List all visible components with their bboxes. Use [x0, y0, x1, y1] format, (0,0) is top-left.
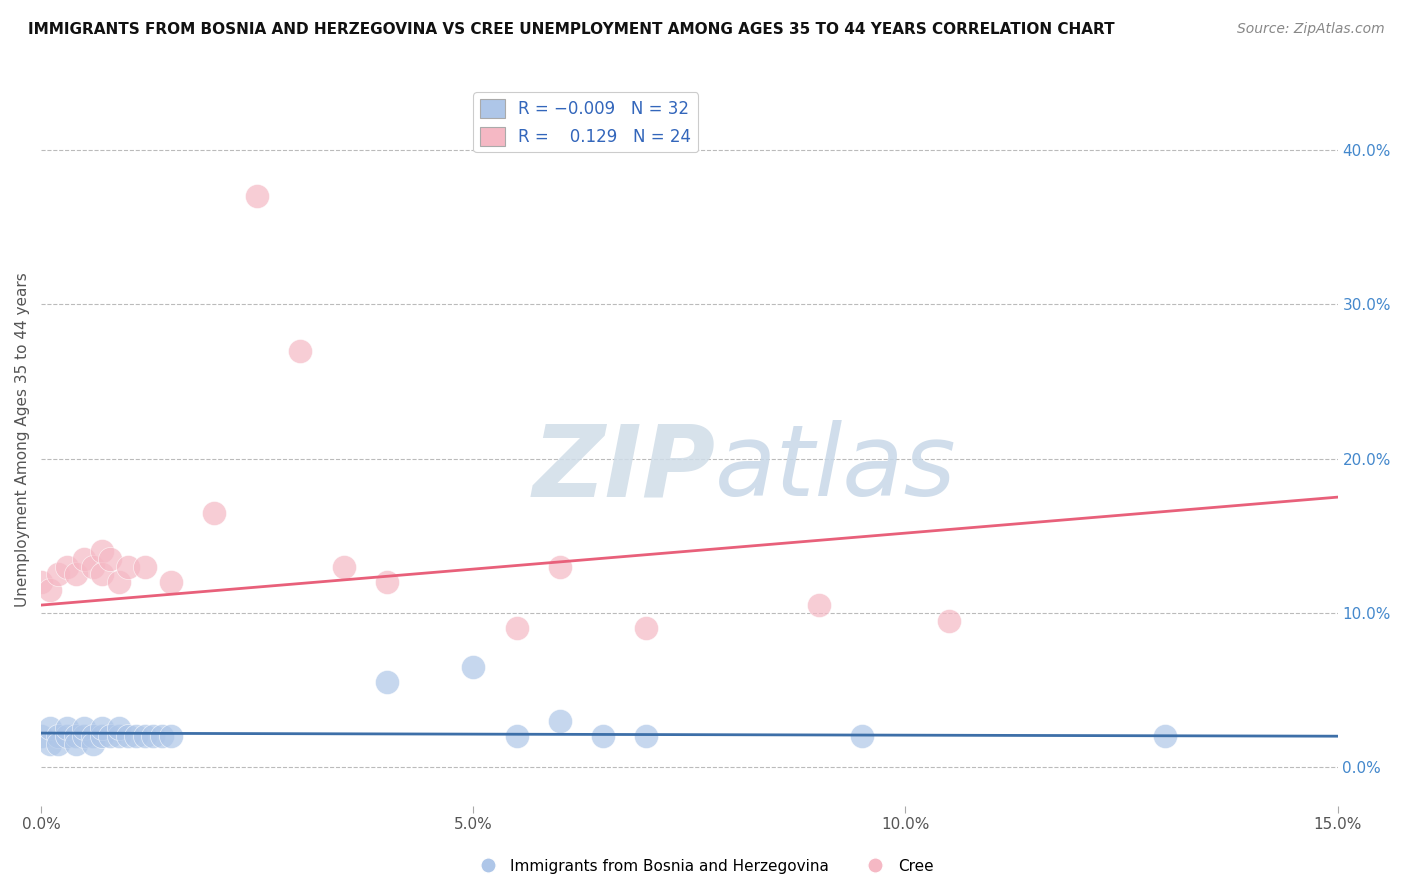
Point: [98, 729, 121, 743]
Point: [938, 614, 960, 628]
Point: [592, 729, 614, 743]
Point: [73, 729, 96, 743]
Point: [332, 559, 354, 574]
Point: [30, 574, 52, 589]
Point: [808, 598, 831, 612]
Point: [98, 551, 121, 566]
Point: [375, 675, 398, 690]
Point: [150, 729, 173, 743]
Point: [636, 729, 658, 743]
Point: [48, 567, 70, 582]
Point: [30, 729, 52, 743]
Point: [375, 574, 398, 589]
Point: [125, 729, 148, 743]
Point: [65, 567, 87, 582]
Point: [548, 559, 571, 574]
Text: Source: ZipAtlas.com: Source: ZipAtlas.com: [1237, 22, 1385, 37]
Text: atlas: atlas: [716, 420, 957, 517]
Point: [1153, 729, 1175, 743]
Point: [56, 722, 79, 736]
Point: [159, 729, 181, 743]
Point: [851, 729, 873, 743]
Point: [65, 737, 87, 751]
Point: [108, 722, 131, 736]
Point: [38, 737, 60, 751]
Text: IMMIGRANTS FROM BOSNIA AND HERZEGOVINA VS CREE UNEMPLOYMENT AMONG AGES 35 TO 44 : IMMIGRANTS FROM BOSNIA AND HERZEGOVINA V…: [28, 22, 1115, 37]
Point: [134, 559, 156, 574]
Point: [73, 722, 96, 736]
Point: [108, 729, 131, 743]
Point: [38, 582, 60, 597]
Point: [505, 729, 527, 743]
Point: [48, 729, 70, 743]
Point: [202, 506, 225, 520]
Point: [117, 729, 139, 743]
Point: [65, 729, 87, 743]
Point: [290, 343, 312, 358]
Point: [82, 737, 104, 751]
Point: [56, 729, 79, 743]
Point: [90, 729, 112, 743]
Point: [108, 574, 131, 589]
Point: [48, 737, 70, 751]
Point: [56, 559, 79, 574]
Point: [548, 714, 571, 728]
Point: [90, 544, 112, 558]
Point: [134, 729, 156, 743]
Point: [82, 559, 104, 574]
Point: [73, 551, 96, 566]
Text: ZIP: ZIP: [533, 420, 716, 517]
Point: [159, 574, 181, 589]
Legend: R = −0.009   N = 32, R =    0.129   N = 24: R = −0.009 N = 32, R = 0.129 N = 24: [474, 92, 697, 153]
Point: [82, 729, 104, 743]
Point: [142, 729, 165, 743]
Y-axis label: Unemployment Among Ages 35 to 44 years: Unemployment Among Ages 35 to 44 years: [15, 272, 30, 607]
Point: [505, 621, 527, 635]
Point: [90, 722, 112, 736]
Point: [117, 559, 139, 574]
Legend: Immigrants from Bosnia and Herzegovina, Cree: Immigrants from Bosnia and Herzegovina, …: [467, 853, 939, 880]
Point: [38, 722, 60, 736]
Point: [90, 567, 112, 582]
Point: [463, 660, 485, 674]
Point: [246, 189, 269, 203]
Point: [636, 621, 658, 635]
